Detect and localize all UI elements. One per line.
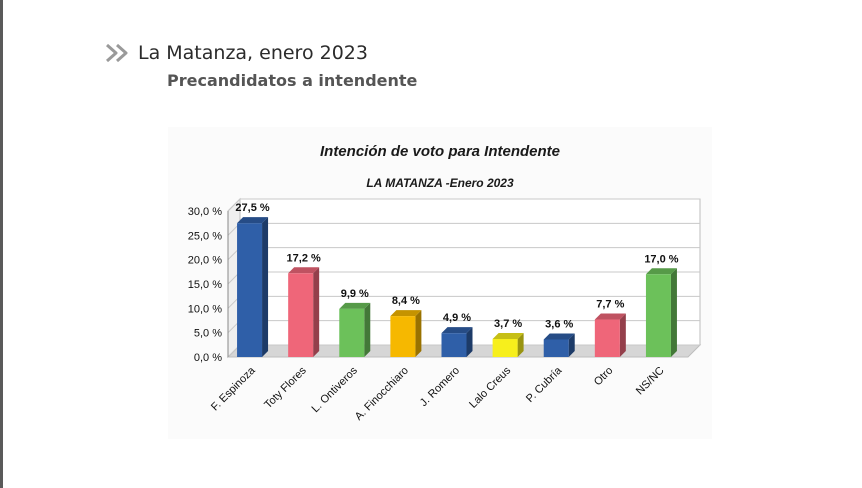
data-label: 8,4 %: [392, 295, 420, 307]
chart-title: Intención de voto para Intendente: [319, 143, 561, 160]
chart-panel: Intención de voto para Intendente LA MAT…: [168, 127, 712, 439]
data-label: 3,6 %: [545, 318, 573, 330]
y-tick-label: 0,0 %: [194, 352, 222, 364]
bar-top: [441, 327, 473, 334]
page-title: La Matanza, enero 2023: [138, 42, 368, 64]
bar-top: [339, 302, 371, 309]
x-tick-label: F. Espinoza: [209, 364, 258, 413]
bar: [288, 267, 320, 357]
bar-side: [466, 327, 473, 357]
x-tick-label: P. Cubría: [524, 364, 565, 405]
y-tick-label: 30,0 %: [188, 206, 222, 218]
bar-top: [390, 310, 422, 317]
y-tick-label: 25,0 %: [188, 230, 222, 242]
bar-side: [415, 310, 422, 357]
bar-chart: 0,0 % 5,0 % 10,0 % 15,0 % 20,0 % 25,0 % 30,0 %…: [188, 197, 702, 423]
bar-top: [492, 332, 524, 339]
bar-front: [645, 274, 671, 357]
bar: [492, 332, 524, 357]
bar-top: [237, 217, 269, 224]
bar-front: [288, 273, 314, 357]
data-label: 9,9 %: [341, 288, 369, 300]
x-tick-label: Toty Flores: [262, 364, 309, 411]
bar: [645, 268, 677, 357]
y-tick-label: 10,0 %: [188, 303, 222, 315]
data-label: 17,2 %: [287, 252, 321, 264]
bar: [543, 333, 575, 357]
bar-top: [543, 333, 575, 340]
bar-front: [594, 319, 620, 357]
bar: [390, 310, 422, 357]
page-subtitle: Precandidatos a intendente: [167, 71, 418, 90]
y-tick-label: 20,0 %: [188, 255, 222, 267]
bar-front: [390, 316, 416, 357]
gridline-side: [227, 198, 241, 212]
bar-front: [441, 333, 467, 357]
bar-side: [364, 302, 371, 357]
data-label: 17,0 %: [644, 253, 678, 265]
double-chevron-icon: [106, 43, 128, 63]
chart-subtitle: LA MATANZA -Enero 2023: [366, 176, 514, 190]
data-label: 27,5 %: [235, 202, 269, 214]
data-label: 3,7 %: [494, 318, 522, 330]
bar-side: [313, 267, 320, 357]
bar-front: [237, 223, 263, 357]
bar-side: [517, 332, 524, 357]
bar: [237, 217, 269, 357]
bar-side: [619, 313, 626, 357]
data-label: 4,9 %: [443, 312, 471, 324]
bar: [594, 313, 626, 357]
bar-top: [288, 267, 320, 274]
bar-side: [568, 333, 575, 357]
x-tick-label: A. Finocchiaro: [353, 365, 411, 423]
x-tick-label: NS/NC: [634, 365, 667, 398]
bar-front: [339, 308, 365, 357]
bar-front: [492, 338, 518, 357]
bar: [339, 302, 371, 357]
page-left-border: [0, 0, 3, 488]
x-tick-label: J. Romero: [418, 365, 462, 409]
x-tick-label: L. Ontiveros: [309, 364, 360, 415]
x-tick-label: Otro: [592, 365, 616, 389]
bar-front: [543, 339, 569, 357]
bar-side: [670, 268, 677, 357]
x-tick-label: Lalo Creus: [467, 364, 513, 410]
data-label: 7,7 %: [596, 299, 624, 311]
bar: [441, 327, 473, 357]
bar-side: [262, 217, 269, 357]
bar-top: [594, 313, 626, 320]
page-header: La Matanza, enero 2023: [104, 40, 368, 66]
y-tick-label: 15,0 %: [188, 279, 222, 291]
bar-top: [645, 268, 677, 275]
y-tick-label: 5,0 %: [194, 328, 222, 340]
